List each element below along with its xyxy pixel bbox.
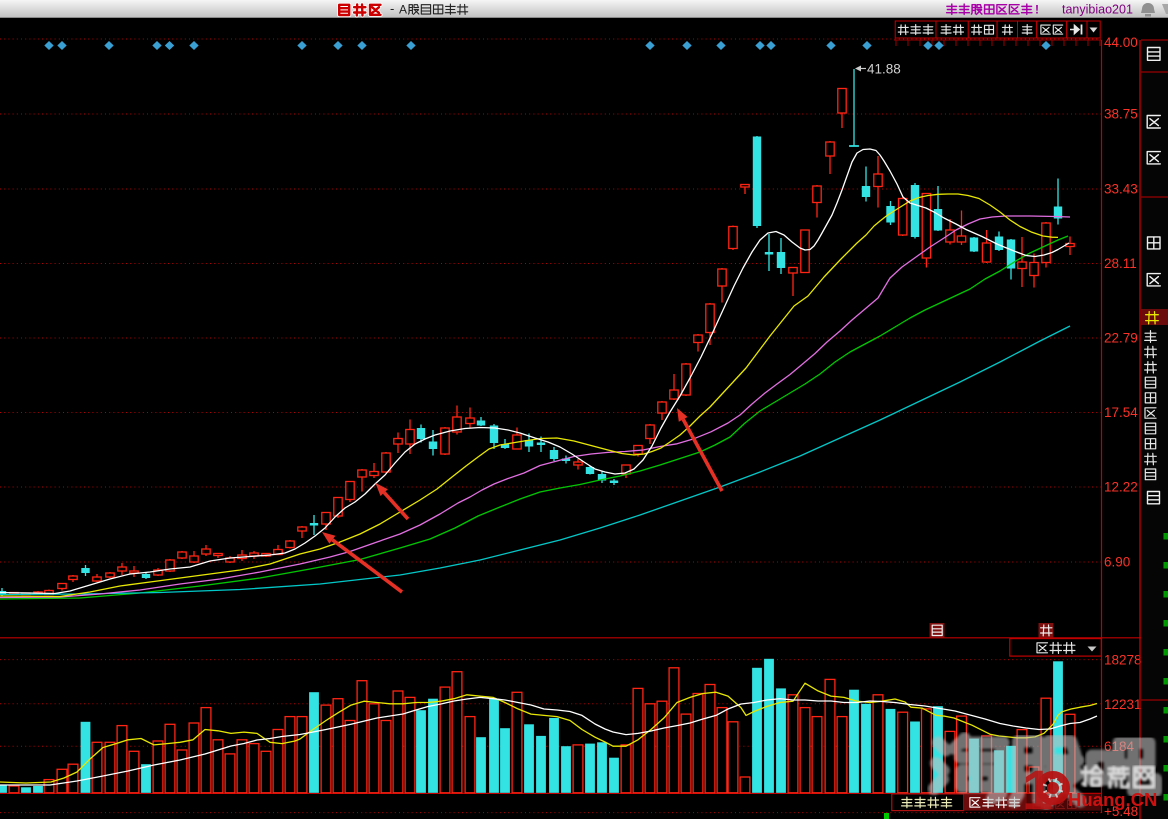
svg-text:12231: 12231 (1104, 697, 1142, 712)
svg-text:41.88: 41.88 (867, 62, 901, 77)
svg-text:44.00: 44.00 (1104, 35, 1138, 50)
svg-text:A: A (399, 3, 407, 17)
svg-text:!: ! (1035, 3, 1039, 17)
svg-text:6.90: 6.90 (1104, 555, 1130, 570)
svg-text:17.54: 17.54 (1104, 405, 1138, 420)
svg-text:tanyibiao201: tanyibiao201 (1062, 3, 1133, 17)
svg-text:22.79: 22.79 (1104, 331, 1138, 346)
svg-text:18278: 18278 (1104, 653, 1142, 668)
svg-text:38.75: 38.75 (1104, 107, 1138, 122)
svg-text:28.11: 28.11 (1104, 256, 1137, 271)
svg-text:33.43: 33.43 (1104, 182, 1138, 197)
svg-text:+5.48: +5.48 (1104, 804, 1138, 819)
svg-text:Huang.CN: Huang.CN (1068, 789, 1157, 810)
svg-text:12.22: 12.22 (1104, 480, 1138, 495)
svg-text:-: - (390, 1, 394, 16)
